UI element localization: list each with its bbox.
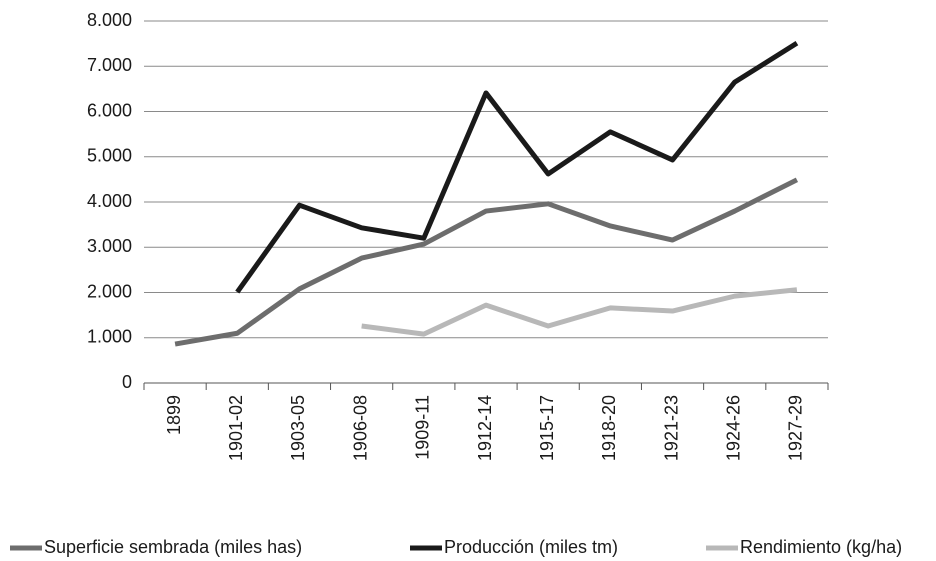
y-tick-label: 6.000 bbox=[87, 100, 132, 120]
legend-label: Rendimiento (kg/ha) bbox=[740, 537, 902, 557]
y-tick-label: 0 bbox=[122, 372, 132, 392]
legend-label: Superficie sembrada (miles has) bbox=[44, 537, 302, 557]
x-tick-label: 1918-20 bbox=[599, 395, 619, 461]
legend-item: Producción (miles tm) bbox=[410, 537, 618, 557]
y-tick-label: 3.000 bbox=[87, 236, 132, 256]
x-tick-label: 1901-02 bbox=[226, 395, 246, 461]
legend-item: Superficie sembrada (miles has) bbox=[10, 537, 302, 557]
x-tick-label: 1924-26 bbox=[723, 395, 743, 461]
x-tick-label: 1921-23 bbox=[661, 395, 681, 461]
y-tick-label: 2.000 bbox=[87, 281, 132, 301]
y-tick-label: 5.000 bbox=[87, 146, 132, 166]
legend-label: Producción (miles tm) bbox=[444, 537, 618, 557]
y-tick-label: 8.000 bbox=[87, 10, 132, 30]
y-tick-label: 1.000 bbox=[87, 327, 132, 347]
x-tick-label: 1899 bbox=[164, 395, 184, 435]
legend-item: Rendimiento (kg/ha) bbox=[706, 537, 902, 557]
x-tick-label: 1909-11 bbox=[413, 395, 433, 460]
series-line bbox=[361, 287, 798, 337]
y-tick-label: 4.000 bbox=[87, 191, 132, 211]
y-tick-label: 7.000 bbox=[87, 55, 132, 75]
x-tick-label: 1906-08 bbox=[350, 395, 370, 461]
x-tick-label: 1903-05 bbox=[288, 395, 308, 461]
x-tick-label: 1927-29 bbox=[786, 395, 806, 461]
series-line bbox=[174, 177, 799, 347]
series-line bbox=[235, 41, 799, 294]
x-tick-label: 1912-14 bbox=[475, 395, 495, 461]
x-tick-label: 1915-17 bbox=[537, 395, 557, 461]
